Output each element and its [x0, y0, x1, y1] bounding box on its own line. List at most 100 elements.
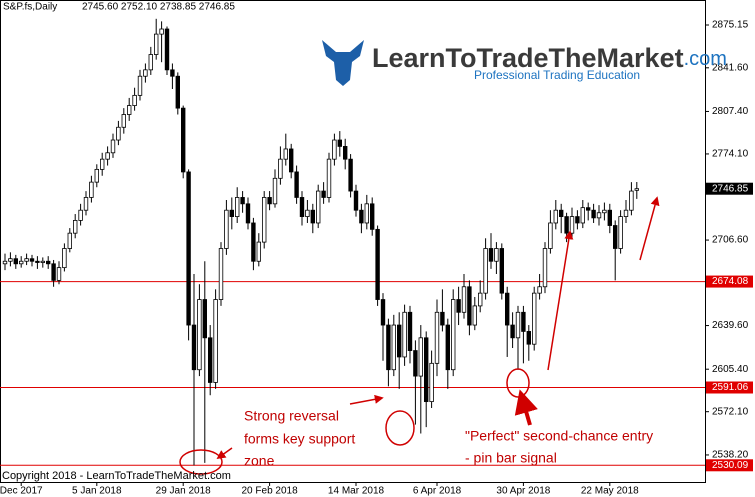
price-label-box — [706, 275, 753, 288]
candle-body — [548, 222, 553, 249]
candle-body — [494, 248, 499, 262]
candle-body — [423, 337, 429, 403]
candle-body — [607, 209, 612, 226]
candle-body — [602, 209, 607, 214]
candle-body — [218, 248, 224, 300]
candle-body — [413, 350, 418, 377]
candle-body — [364, 203, 369, 224]
candle-body — [164, 28, 170, 71]
candle-body — [586, 207, 591, 211]
candle-body — [467, 286, 472, 326]
candle-body — [521, 311, 526, 332]
candle-body — [326, 158, 332, 198]
candle-body — [321, 190, 326, 198]
candle-body — [159, 28, 164, 35]
candle-body — [40, 260, 45, 263]
candle-body — [445, 324, 450, 371]
candle-body — [170, 69, 175, 77]
candle-body — [175, 75, 180, 109]
x-tick-label: 6 Apr 2018 — [413, 486, 462, 497]
arrow — [547, 230, 574, 371]
candle-body — [429, 362, 434, 403]
x-tick-label: 22 May 2018 — [581, 486, 639, 497]
annotation: - pin bar signal — [465, 450, 557, 466]
candle-body — [591, 209, 596, 219]
header-ohlc: 2745.60 2752.10 2738.85 2746.85 — [82, 2, 235, 13]
candle-body — [402, 311, 407, 358]
candle-body — [613, 225, 618, 249]
candle-body — [24, 258, 29, 262]
candle-body — [353, 190, 359, 211]
candle-body — [488, 248, 494, 262]
y-tick-label: 2841.60 — [712, 62, 749, 73]
candle-body — [418, 337, 423, 377]
candles — [2, 18, 639, 466]
y-tick-label: 2774.10 — [712, 149, 749, 160]
candle-body — [483, 248, 488, 294]
y-tick-label: 2572.10 — [712, 406, 749, 417]
logo-tagline: Professional Trading Education — [474, 68, 640, 82]
candle-body — [153, 33, 159, 55]
candle-body — [234, 197, 240, 217]
candle-body — [191, 324, 197, 371]
candle-body — [240, 197, 245, 205]
candle-body — [559, 209, 564, 217]
candle-body — [477, 292, 483, 307]
candle-body — [310, 209, 315, 224]
candle-body — [186, 171, 191, 326]
candle-body — [2, 260, 8, 265]
candle-body — [634, 188, 639, 191]
price-label: 2530.09 — [712, 460, 749, 471]
candle-body — [89, 181, 94, 198]
x-tick-label: 30 Apr 2018 — [496, 486, 550, 497]
candle-body — [391, 324, 396, 371]
candle-body — [618, 216, 623, 249]
candle-body — [73, 220, 78, 234]
candle-body — [283, 148, 288, 160]
candle-body — [224, 209, 229, 249]
candle-body — [348, 158, 353, 192]
candle-body — [315, 190, 321, 224]
price-label-box — [706, 381, 753, 394]
candle-body — [213, 299, 218, 383]
logo-suffix: .com — [684, 48, 727, 70]
candle-body — [256, 241, 261, 262]
candle-body — [580, 207, 585, 224]
candle-body — [396, 324, 402, 358]
price-label: 2591.06 — [712, 382, 749, 393]
price-label: 2674.08 — [712, 276, 749, 287]
x-tick-label: 5 Jan 2018 — [72, 486, 122, 497]
plot-frame — [0, 0, 706, 483]
candle-body — [510, 324, 515, 339]
candle-body — [83, 197, 89, 211]
candle-body — [456, 299, 461, 313]
candle-body — [245, 203, 251, 224]
candle-body — [623, 209, 629, 217]
candle-body — [110, 139, 116, 154]
arrow — [216, 447, 233, 460]
candle-body — [8, 258, 13, 262]
x-tick-label: Dec 2017 — [0, 486, 43, 497]
annotation: forms key support — [244, 431, 355, 447]
candle-body — [294, 171, 299, 198]
candle-body — [94, 168, 99, 183]
candle-body — [51, 263, 56, 281]
candle-body — [288, 148, 294, 173]
candle-body — [197, 299, 202, 371]
candle-body — [143, 69, 148, 77]
candle-body — [13, 258, 18, 265]
x-tick-label: 14 Mar 2018 — [328, 486, 385, 497]
candle-body — [116, 126, 121, 141]
candle-body — [450, 299, 456, 371]
candle-body — [62, 248, 67, 269]
price-label-box — [706, 459, 753, 472]
candle-body — [342, 146, 348, 160]
candle-body — [148, 54, 153, 71]
candle-body — [132, 94, 137, 106]
candle-body — [121, 114, 126, 128]
copyright: Copyright 2018 - LearnToTradeTheMarket.c… — [2, 470, 231, 482]
candle-body — [180, 107, 186, 173]
candle-body — [369, 203, 375, 230]
candle-body — [359, 209, 364, 224]
y-tick-label: 2807.40 — [712, 106, 749, 117]
